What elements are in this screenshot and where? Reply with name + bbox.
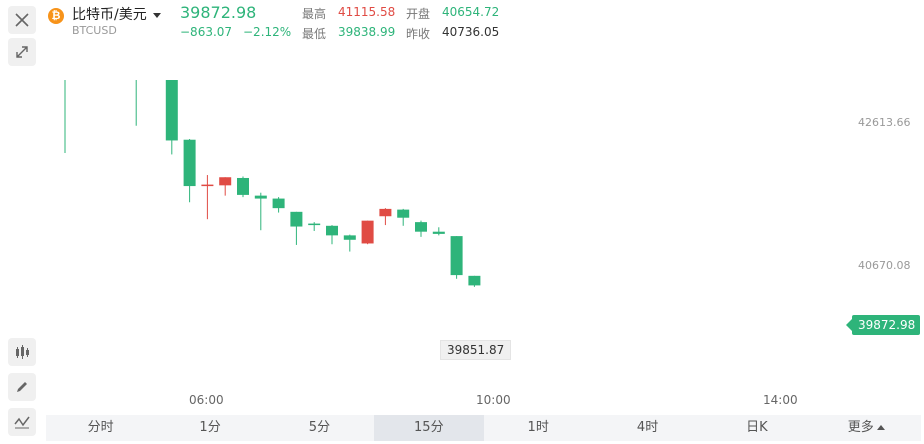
candle-body [308, 223, 321, 226]
candle-body [343, 235, 356, 240]
y-tick-label: 42613.66 [858, 116, 911, 129]
tab-label: 4时 [636, 420, 659, 435]
close-button[interactable] [8, 6, 36, 34]
expand-button[interactable] [8, 38, 36, 66]
candle-body [254, 195, 267, 199]
stat-value-open: 40654.72 [442, 5, 500, 19]
tab-label: 日K [746, 420, 768, 435]
candle-body [415, 222, 427, 232]
indicator-button[interactable] [8, 408, 36, 436]
candle-body [201, 184, 214, 187]
draw-button[interactable] [8, 373, 36, 401]
stat-label-high: 最高 [302, 7, 327, 21]
stat-value-low: 39838.99 [338, 25, 396, 39]
tab-label: 1分 [199, 420, 221, 435]
y-tick-label: 40670.08 [858, 259, 911, 272]
symbol-name: 比特币/美元 [72, 7, 147, 23]
symbol-code: BTCUSD [72, 24, 117, 37]
chevron-down-icon [152, 12, 161, 18]
tab-label: 分时 [87, 420, 114, 435]
candle-body [290, 211, 303, 227]
tab-timeframe[interactable]: 4时 [593, 415, 702, 441]
caret-up-icon [876, 425, 885, 430]
tab-timeframe-active[interactable]: 15分 [374, 415, 484, 441]
tab-label: 更多 [847, 420, 874, 435]
close-icon [15, 13, 29, 27]
x-tick-label: 14:00 [763, 393, 798, 407]
more-timeframes-button[interactable]: 更多 [812, 415, 921, 441]
timeframe-bar: 分时 1分 5分 15分 1时 4时 日K 更多 [46, 415, 921, 441]
tab-label: 5分 [308, 420, 331, 435]
candle-body [326, 225, 338, 236]
candlestick-chart[interactable] [0, 80, 924, 390]
candle-body [450, 236, 463, 276]
price-change-percent: −2.12% [243, 25, 292, 39]
last-price: 39872.98 [180, 3, 257, 22]
symbol-selector[interactable]: 比特币/美元 [72, 4, 161, 24]
candle-body [237, 177, 249, 195]
candle-body [432, 231, 445, 234]
candle-body [165, 80, 178, 141]
stat-label-prev-close: 昨收 [406, 27, 431, 41]
tab-label: 15分 [414, 420, 444, 435]
expand-icon [16, 46, 28, 58]
candle-body [361, 220, 374, 244]
low-price-tooltip: 39851.87 [440, 340, 512, 360]
candle-body [272, 198, 285, 209]
candlestick-icon [16, 345, 29, 359]
tab-label: 1时 [527, 420, 549, 435]
tab-timeframe[interactable]: 1时 [484, 415, 593, 441]
tab-timeframe[interactable]: 5分 [265, 415, 374, 441]
candle-body [379, 208, 392, 217]
tab-timeframe[interactable]: 分时 [46, 415, 155, 441]
stat-value-prev-close: 40736.05 [442, 25, 500, 39]
tab-timeframe[interactable]: 日K [702, 415, 811, 441]
indicator-icon [14, 416, 30, 429]
price-change: −863.07 [180, 25, 233, 39]
tab-timeframe[interactable]: 1分 [155, 415, 264, 441]
stat-label-open: 开盘 [406, 7, 431, 21]
candle-body [397, 209, 410, 218]
candle-body [183, 139, 196, 187]
candle-body [219, 177, 232, 186]
chart-type-button[interactable] [8, 338, 36, 366]
current-price-tag: 39872.98 [845, 315, 921, 335]
stat-label-low: 最低 [302, 27, 327, 41]
bitcoin-logo-icon: ₿ [48, 8, 64, 24]
pencil-icon [17, 382, 27, 392]
stat-value-high: 41115.58 [338, 5, 396, 19]
x-tick-label: 06:00 [189, 393, 224, 407]
candle-body [468, 275, 481, 286]
x-tick-label: 10:00 [476, 393, 511, 407]
